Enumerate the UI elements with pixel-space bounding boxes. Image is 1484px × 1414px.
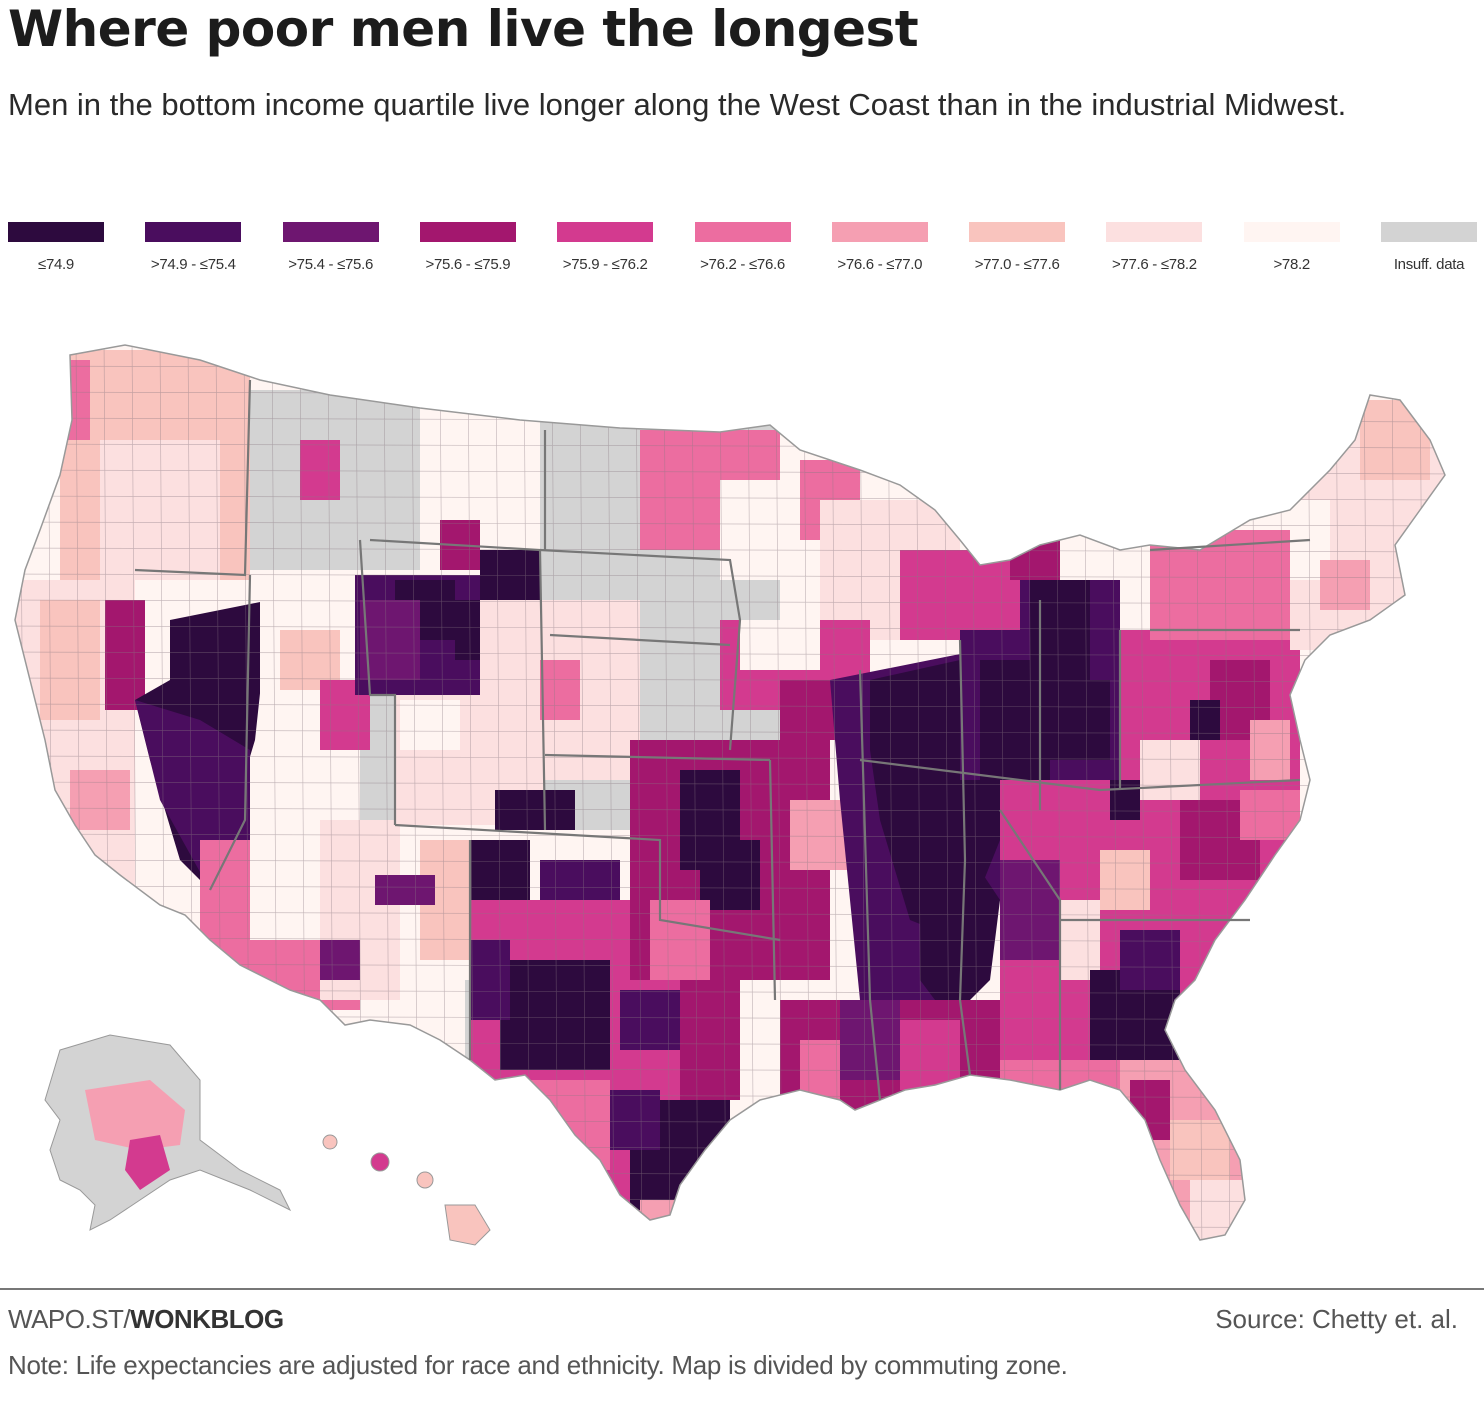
brand-name: WONKBLOG xyxy=(130,1304,284,1334)
legend-item: >77.0 - ≤77.6 xyxy=(969,220,1099,280)
legend-item: >74.9 - ≤75.4 xyxy=(145,220,275,280)
legend-item: >75.6 - ≤75.9 xyxy=(419,220,550,280)
legend-item: >78.2 xyxy=(1243,220,1374,280)
legend-label: Insuff. data xyxy=(1393,256,1465,273)
legend-swatch xyxy=(419,222,516,242)
legend-item: >75.4 - ≤75.6 xyxy=(282,220,413,280)
legend-label: >77.6 - ≤78.2 xyxy=(1111,256,1197,273)
page-subtitle: Men in the bottom income quartile live l… xyxy=(8,87,1347,122)
footer-note: Note: Life expectancies are adjusted for… xyxy=(8,1350,1068,1380)
footer-brand[interactable]: WAPO.ST/WONKBLOG xyxy=(8,1304,284,1335)
legend-swatch xyxy=(831,222,928,242)
footer-source: Source: Chetty et. al. xyxy=(1215,1304,1458,1334)
lower48-regions xyxy=(15,345,1445,1240)
legend-swatch xyxy=(969,222,1066,242)
us-choropleth-map xyxy=(0,300,1484,1275)
page-title: Where poor men live the longest xyxy=(8,0,919,58)
brand-prefix: WAPO.ST/ xyxy=(8,1304,131,1334)
legend-label: >74.9 - ≤75.4 xyxy=(150,256,236,273)
legend-label: >76.6 - ≤77.0 xyxy=(837,256,923,273)
legend-item: Insuff. data xyxy=(1381,220,1484,280)
legend-label: ≤74.9 xyxy=(38,256,74,273)
legend-label: >75.9 - ≤76.2 xyxy=(562,256,648,273)
legend-swatch xyxy=(1243,222,1340,242)
legend-label: >75.6 - ≤75.9 xyxy=(425,256,511,273)
legend-swatch xyxy=(1381,222,1477,242)
legend-label: >75.4 - ≤75.6 xyxy=(288,256,373,273)
legend-swatch xyxy=(145,222,242,242)
legend: ≤74.9 >74.9 - ≤75.4 >75.4 - ≤75.6 >75.6 - ≤… xyxy=(0,220,1484,280)
legend-item: >76.6 - ≤77.0 xyxy=(831,220,962,280)
legend-label: >77.0 - ≤77.6 xyxy=(974,256,1060,273)
region-oklahoma xyxy=(495,790,575,830)
hawaii xyxy=(322,1134,491,1246)
legend-item: >77.6 - ≤78.2 xyxy=(1106,220,1236,280)
alaska xyxy=(44,1034,292,1231)
legend-label: >76.2 - ≤76.6 xyxy=(700,256,785,273)
legend-swatch xyxy=(282,222,379,242)
legend-swatch xyxy=(557,222,654,242)
legend-item: >75.9 - ≤76.2 xyxy=(557,220,687,280)
legend-swatch xyxy=(694,222,791,242)
legend-item: ≤74.9 xyxy=(8,220,138,280)
state-borders xyxy=(134,379,1311,1101)
legend-swatch xyxy=(8,222,104,242)
legend-item: >76.2 - ≤76.6 xyxy=(694,220,825,280)
lower48-outline xyxy=(14,344,1446,1241)
footer-divider xyxy=(0,1288,1484,1290)
legend-swatch xyxy=(1106,222,1203,242)
legend-label: >78.2 xyxy=(1273,256,1310,273)
